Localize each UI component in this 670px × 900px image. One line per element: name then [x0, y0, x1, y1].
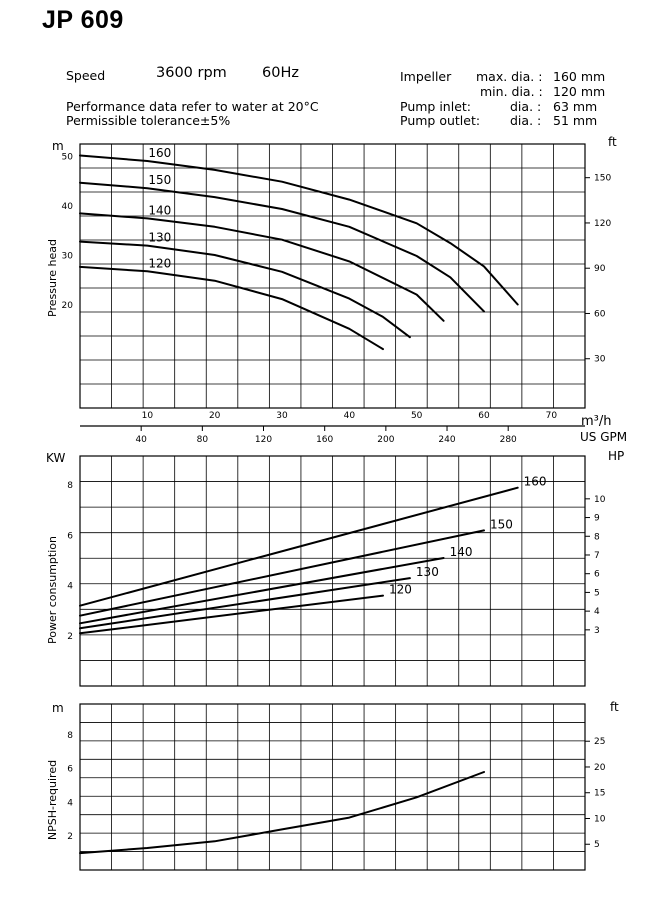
series-line	[79, 771, 485, 855]
impeller-label: Impeller	[400, 69, 452, 84]
x-tick-label-m3h: 20	[209, 411, 221, 421]
pump-inlet-dia-label: dia. :	[510, 99, 542, 114]
x-unit-m3h: m³/h	[581, 414, 612, 429]
y-unit-right: HP	[608, 449, 624, 463]
y-unit-right: ft	[608, 135, 617, 149]
y-tick-label-right: 20	[594, 763, 606, 773]
y-tick-label-right: 4	[594, 607, 600, 617]
min-dia-label: min. dia. :	[480, 84, 543, 99]
series-label: 120	[148, 256, 171, 270]
y-tick-label-left: 2	[67, 832, 73, 842]
max-dia-label: max. dia. :	[476, 69, 543, 84]
pump-outlet-value: 51 mm	[553, 113, 598, 128]
y-unit-right: ft	[610, 700, 619, 714]
pump-inlet-value: 63 mm	[553, 99, 598, 114]
series-line	[79, 557, 445, 625]
speed-value: 3600 rpm	[156, 65, 227, 81]
x-tick-label-m3h: 10	[142, 411, 154, 421]
x-tick-label-gpm: 280	[500, 435, 517, 445]
min-dia-value: 120 mm	[553, 84, 606, 99]
x-tick-label-gpm: 80	[197, 435, 209, 445]
tolerance-note: Permissible tolerance±5%	[66, 113, 231, 128]
y-tick-label-left: 40	[62, 202, 74, 212]
series-label: 140	[148, 203, 171, 217]
series-line	[79, 240, 411, 339]
y-tick-label-left: 30	[62, 252, 74, 262]
y-unit-left: KW	[46, 451, 65, 465]
x-tick-label-m3h: 30	[276, 411, 288, 421]
y-tick-label-right: 7	[594, 551, 600, 561]
series-label: 150	[148, 173, 171, 187]
x-tick-label-gpm: 200	[377, 435, 394, 445]
y-tick-label-left: 8	[67, 481, 73, 491]
y-axis-label: Power consumption	[46, 536, 59, 644]
x-tick-label-m3h: 70	[546, 411, 558, 421]
series-line	[79, 265, 384, 351]
x-tick-label-m3h: 40	[344, 411, 356, 421]
pump-outlet-label: Pump outlet:	[400, 113, 481, 128]
y-tick-label-right: 5	[594, 588, 600, 598]
y-axis-label: NPSH-required	[46, 760, 59, 840]
y-tick-label-right: 25	[594, 737, 605, 747]
y-tick-label-right: 90	[594, 264, 606, 274]
y-tick-label-right: 10	[594, 814, 606, 824]
x-tick-label-m3h: 60	[478, 411, 490, 421]
x-tick-label-m3h: 50	[411, 411, 423, 421]
pump-inlet-label: Pump inlet:	[400, 99, 471, 114]
series-label: 160	[524, 475, 547, 489]
y-tick-label-right: 150	[594, 174, 611, 184]
y-tick-label-left: 50	[62, 153, 74, 163]
speed-label: Speed	[66, 68, 106, 83]
series-line	[79, 154, 519, 306]
series-line	[79, 594, 384, 635]
series-line	[79, 486, 519, 607]
y-tick-label-left: 6	[67, 531, 73, 541]
y-axis-label: Pressure head	[46, 239, 59, 317]
y-tick-label-right: 120	[594, 219, 611, 229]
y-tick-label-right: 9	[594, 514, 600, 524]
series-label: 130	[416, 565, 439, 579]
y-unit-left: m	[52, 701, 64, 715]
series-label: 140	[450, 545, 473, 559]
performance-note: Performance data refer to water at 20°C	[66, 99, 319, 114]
y-tick-label-left: 8	[67, 731, 73, 741]
y-tick-label-right: 10	[594, 495, 606, 505]
series-line	[79, 529, 485, 617]
pump-outlet-dia-label: dia. :	[510, 113, 542, 128]
series-line	[79, 577, 411, 630]
x-tick-label-gpm: 120	[255, 435, 272, 445]
page-title: JP 609	[42, 6, 124, 34]
series-label: 150	[490, 517, 513, 531]
y-unit-left: m	[52, 139, 64, 153]
x-tick-label-gpm: 160	[316, 435, 333, 445]
max-dia-value: 160 mm	[553, 69, 606, 84]
y-tick-label-right: 6	[594, 570, 600, 580]
series-line	[79, 212, 445, 322]
y-tick-label-left: 2	[67, 632, 73, 642]
y-tick-label-left: 4	[67, 798, 73, 808]
series-label: 130	[148, 231, 171, 245]
y-tick-label-left: 4	[67, 582, 73, 592]
y-tick-label-left: 6	[67, 765, 73, 775]
y-tick-label-right: 60	[594, 309, 606, 319]
y-tick-label-right: 15	[594, 789, 605, 799]
frequency-value: 60Hz	[262, 65, 299, 81]
series-label: 120	[389, 583, 412, 597]
y-tick-label-right: 30	[594, 355, 606, 365]
x-unit-gpm: US GPM	[580, 430, 627, 444]
y-tick-label-left: 20	[62, 301, 74, 311]
x-tick-label-gpm: 240	[438, 435, 455, 445]
series-line	[79, 181, 485, 313]
y-tick-label-right: 5	[594, 840, 600, 850]
x-tick-label-gpm: 40	[135, 435, 147, 445]
y-tick-label-right: 8	[594, 532, 600, 542]
series-label: 160	[148, 146, 171, 160]
y-tick-label-right: 3	[594, 626, 600, 636]
